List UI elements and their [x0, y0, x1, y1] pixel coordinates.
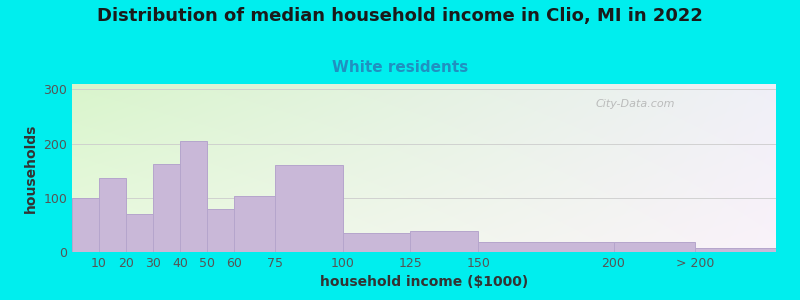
Text: Distribution of median household income in Clio, MI in 2022: Distribution of median household income … [97, 8, 703, 26]
Bar [126, 214, 154, 252]
X-axis label: household income ($1000): household income ($1000) [320, 275, 528, 290]
Bar [275, 165, 342, 252]
Bar [72, 198, 99, 252]
Bar [478, 242, 614, 252]
Bar [99, 178, 126, 252]
Bar [694, 248, 776, 252]
Bar [207, 208, 234, 252]
Bar [410, 231, 478, 252]
Y-axis label: households: households [24, 123, 38, 213]
Bar [180, 141, 207, 252]
Text: City-Data.com: City-Data.com [595, 99, 675, 109]
Bar [342, 233, 410, 252]
Bar [614, 242, 694, 252]
Text: White residents: White residents [332, 60, 468, 75]
Bar [234, 196, 275, 252]
Bar [154, 164, 180, 252]
